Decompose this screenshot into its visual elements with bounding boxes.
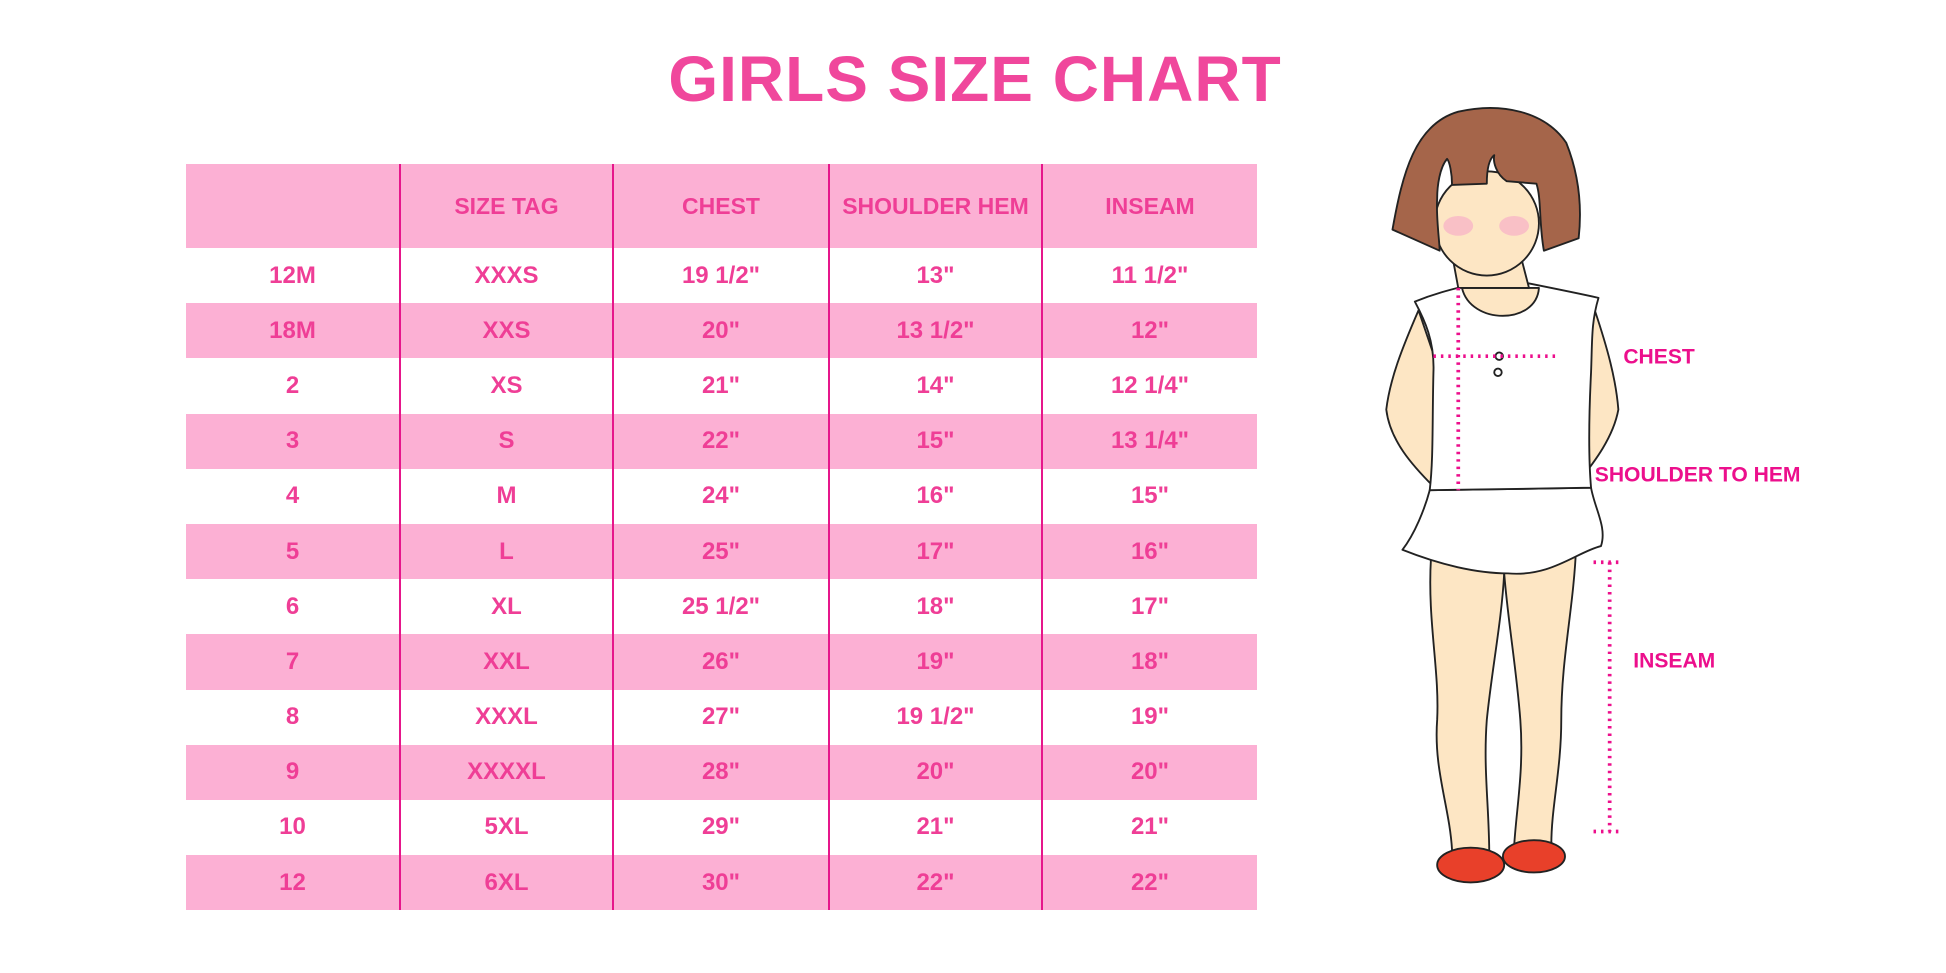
page-title: GIRLS SIZE CHART [668,43,1282,115]
cell-size-tag: XS [399,358,613,414]
right-leg [1503,545,1578,848]
cell-shoulder-hem: 14" [828,358,1042,414]
shoulder-to-hem-label: SHOULDER TO HEM [1595,464,1801,487]
table-row: 9 XXXXL 28" 20" 20" [186,744,1257,800]
table-row: 12M XXXS 19 1/2" 13" 11 1/2" [186,248,1257,304]
cell-size-tag: M [399,468,613,524]
girl-illustration [1385,107,1620,884]
collar [1461,286,1540,317]
table-row: 4 M 24" 16" 15" [186,468,1257,524]
cell-chest: 30" [612,855,829,911]
cell-inseam: 19" [1041,689,1257,745]
table-row: 18M XXS 20" 13 1/2" 12" [186,303,1257,359]
left-cheek-blush [1443,215,1474,236]
left-leg [1429,557,1506,858]
cell-shoulder-hem: 17" [828,523,1042,580]
cell-size-tag: S [399,413,613,469]
table-row: 6 XL 25 1/2" 18" 17" [186,579,1257,635]
cell-inseam: 15" [1041,468,1257,524]
cell-size-tag: 5XL [399,799,613,856]
table-header-row: SIZE TAG CHEST SHOULDER HEM INSEAM [186,164,1257,248]
table-row: 10 5XL 29" 21" 21" [186,799,1257,856]
table-row: 12 6XL 30" 22" 22" [186,855,1257,911]
cell-shoulder-hem: 13" [828,248,1042,304]
cell-chest: 25 1/2" [612,579,829,635]
cell-shoulder-hem: 19" [828,634,1042,690]
cell-size-tag: XXL [399,634,613,690]
cell-inseam: 18" [1041,634,1257,690]
cell-size-tag: XXS [399,303,613,359]
header-shoulder-hem: SHOULDER HEM [828,164,1042,248]
cell-age: 3 [186,413,400,469]
right-cheek-blush [1499,215,1529,236]
cell-chest: 20" [612,303,829,359]
right-shoe [1502,839,1566,874]
cell-chest: 21" [612,358,829,414]
left-arm [1385,309,1441,488]
left-shoe [1436,846,1506,884]
cell-inseam: 20" [1041,744,1257,800]
cell-inseam: 12 1/4" [1041,358,1257,414]
cell-shoulder-hem: 13 1/2" [828,303,1042,359]
table-row: 7 XXL 26" 19" 18" [186,634,1257,690]
table-row: 5 L 25" 17" 16" [186,523,1257,580]
cell-shoulder-hem: 18" [828,579,1042,635]
cell-shoulder-hem: 19 1/2" [828,689,1042,745]
cell-inseam: 12" [1041,303,1257,359]
hair [1391,107,1581,252]
cell-inseam: 21" [1041,799,1257,856]
measurement-guides [1433,287,1621,834]
table-row: 8 XXXL 27" 19 1/2" 19" [186,689,1257,745]
cell-shoulder-hem: 22" [828,855,1042,911]
cell-chest: 26" [612,634,829,690]
skirt [1401,486,1604,575]
cell-inseam: 13 1/4" [1041,413,1257,469]
cell-chest: 28" [612,744,829,800]
cell-chest: 25" [612,523,829,580]
cell-inseam: 16" [1041,523,1257,580]
cell-shoulder-hem: 20" [828,744,1042,800]
inseam-label: INSEAM [1633,650,1715,673]
cell-chest: 27" [612,689,829,745]
cell-age: 6 [285,592,300,620]
cell-age: 12 [186,855,400,911]
cell-chest: 22" [612,413,829,469]
cell-inseam: 11 1/2" [1041,248,1257,304]
cell-age: 12M [269,261,316,289]
cell-age: 8 [285,703,300,731]
header-age [186,164,400,248]
cell-inseam: 17" [1041,579,1257,635]
cell-age: 9 [186,744,400,800]
chest-label: CHEST [1623,346,1695,369]
cell-size-tag: XXXL [399,689,613,745]
cell-shoulder-hem: 15" [828,413,1042,469]
cell-size-tag: 6XL [399,855,613,911]
cell-age: 10 [279,813,306,841]
cell-size-tag: XXXS [399,248,613,304]
cell-age: 2 [285,371,300,399]
cell-age: 18M [186,303,400,359]
cell-shoulder-hem: 21" [828,799,1042,856]
table-row: 3 S 22" 15" 13 1/4" [186,413,1257,469]
cell-shoulder-hem: 16" [828,468,1042,524]
cell-inseam: 22" [1041,855,1257,911]
cell-age: 7 [186,634,400,690]
cell-chest: 19 1/2" [612,248,829,304]
cell-size-tag: XL [399,579,613,635]
table-row: 2 XS 21" 14" 12 1/4" [186,358,1257,414]
cell-size-tag: XXXXL [399,744,613,800]
cell-size-tag: L [399,523,613,580]
cell-age: 5 [186,523,400,580]
size-chart-table: SIZE TAG CHEST SHOULDER HEM INSEAM 12M XX… [186,164,1257,911]
cell-chest: 24" [612,468,829,524]
header-inseam: INSEAM [1041,164,1257,248]
header-chest: CHEST [612,164,829,248]
shirt-button [1493,367,1503,377]
cell-chest: 29" [612,799,829,856]
header-size-tag: SIZE TAG [399,164,613,248]
cell-age: 4 [285,482,300,510]
